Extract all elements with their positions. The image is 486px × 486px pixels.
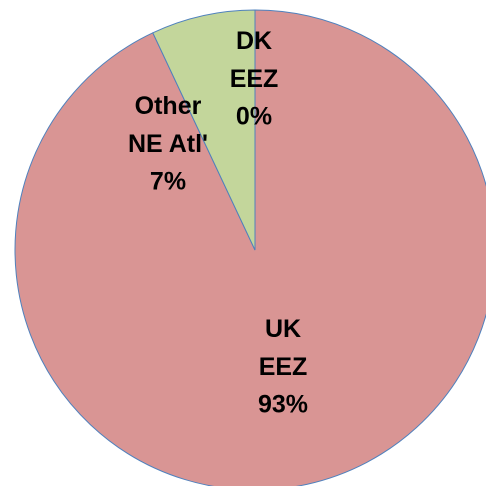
label-line: DK	[236, 27, 272, 55]
slice-label: DK EEZ	[230, 27, 279, 93]
label-line: NE Atl'	[128, 130, 208, 158]
slice-label: UK EEZ	[259, 315, 308, 381]
label-line: Other	[135, 92, 202, 120]
value-label: 7%	[150, 168, 186, 196]
slice-label: Other NE Atl'	[128, 92, 208, 158]
label-line: EEZ	[259, 353, 308, 381]
value-label: 93%	[258, 391, 308, 419]
value-label: 0%	[236, 103, 272, 131]
label-line: EEZ	[230, 65, 279, 93]
pie-slice	[152, 9, 256, 251]
label-line: UK	[265, 315, 301, 343]
pie-slice	[14, 9, 486, 486]
